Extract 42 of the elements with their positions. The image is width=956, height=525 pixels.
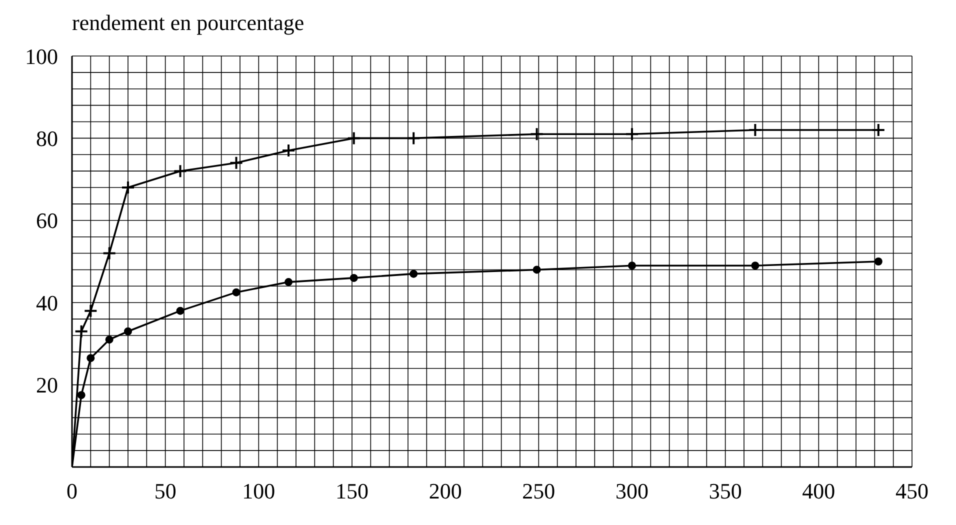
y-tick-label: 80 [36,126,58,152]
x-tick-label: 450 [896,478,928,504]
point [232,288,240,296]
point [74,324,88,338]
y-tick-label: 40 [36,290,58,316]
x-tick-label: 150 [336,478,368,504]
point [121,180,135,195]
y-axis-title: rendement en pourcentage [72,10,304,36]
point [628,262,636,270]
x-tick-label: 0 [66,478,78,504]
point [84,304,98,318]
point [410,270,418,278]
point [105,336,114,344]
x-tick-label: 350 [708,478,742,504]
point [625,127,639,142]
x-tick-label: 400 [802,478,836,504]
y-tick-label: 60 [36,208,58,234]
point [748,122,762,137]
point [284,278,293,286]
point [86,354,95,362]
point [530,127,544,142]
point [406,131,421,146]
point [176,306,184,315]
x-tick-label: 300 [616,478,648,504]
x-tick-label: 200 [428,478,462,504]
point [751,262,760,270]
point [346,131,361,146]
x-tick-label: 250 [522,478,556,504]
point [77,391,86,400]
x-tick-label: 100 [242,478,276,504]
point [350,274,358,282]
y-tick-label: 20 [36,372,58,398]
x-tick-label: 50 [154,478,176,504]
y-tick-label: 100 [25,44,58,69]
point [282,144,296,158]
point [124,327,132,336]
point [173,164,188,178]
point [874,258,882,266]
point [102,246,116,260]
point [229,156,244,170]
point [871,122,886,137]
point [532,266,541,274]
